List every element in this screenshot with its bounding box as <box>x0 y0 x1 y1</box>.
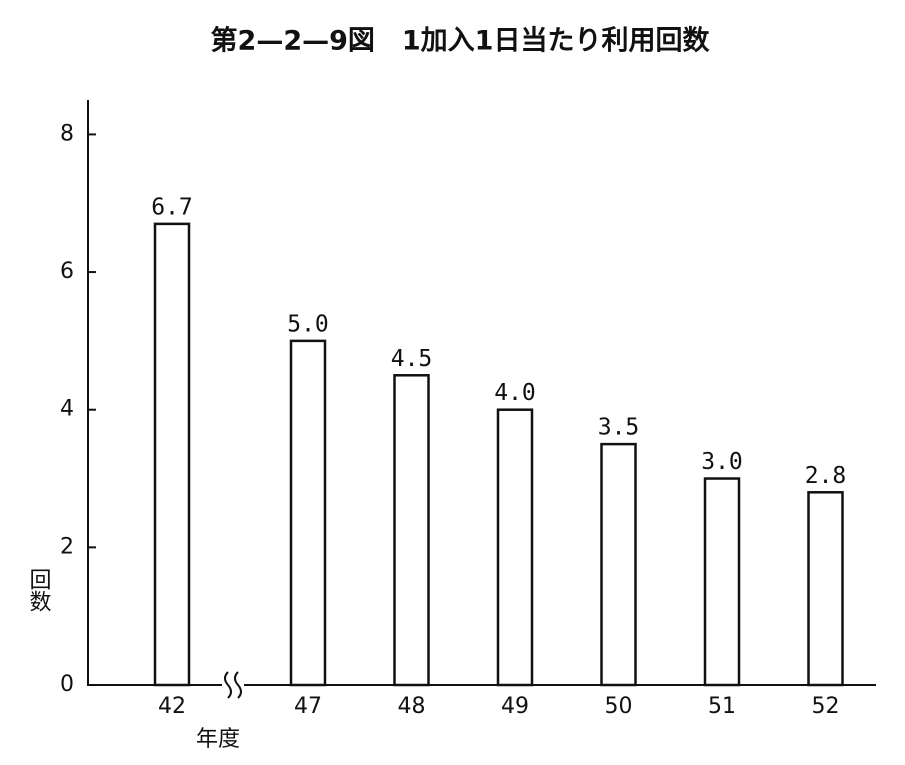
bar <box>153 222 191 687</box>
y-tick-label: 2 <box>60 534 74 559</box>
x-tick-label: 42 <box>158 694 186 719</box>
y-tick-label: 8 <box>60 121 74 146</box>
axis-break <box>224 671 242 699</box>
y-axis-label: 回数 <box>26 568 52 612</box>
value-label: 6.7 <box>151 194 193 220</box>
y-tick-label: 6 <box>60 259 74 284</box>
x-tick-label: 47 <box>294 694 322 719</box>
value-label: 4.5 <box>391 346 433 372</box>
value-label: 5.0 <box>287 311 329 337</box>
bar <box>289 339 327 687</box>
bar <box>703 477 741 687</box>
x-tick-label: 51 <box>708 694 736 719</box>
bar <box>393 374 430 687</box>
axis-break-gap <box>222 672 244 698</box>
chart-title: 第2—2—9図 1加入1日当たり利用回数 <box>211 25 711 57</box>
x-tick-label: 52 <box>812 694 840 719</box>
value-label: 3.5 <box>598 415 640 441</box>
value-label: 3.0 <box>701 449 743 475</box>
x-tick-label: 49 <box>501 694 529 719</box>
bar <box>807 491 844 687</box>
value-label: 2.8 <box>805 463 847 489</box>
value-label: 4.0 <box>494 380 536 406</box>
x-tick-label: 48 <box>398 694 426 719</box>
x-tick-label: 50 <box>605 694 633 719</box>
bar <box>600 442 637 687</box>
y-tick-label: 4 <box>60 397 74 422</box>
bar <box>496 408 534 687</box>
x-axis-label: 年度 <box>196 727 240 752</box>
y-tick-label: 0 <box>60 672 74 697</box>
